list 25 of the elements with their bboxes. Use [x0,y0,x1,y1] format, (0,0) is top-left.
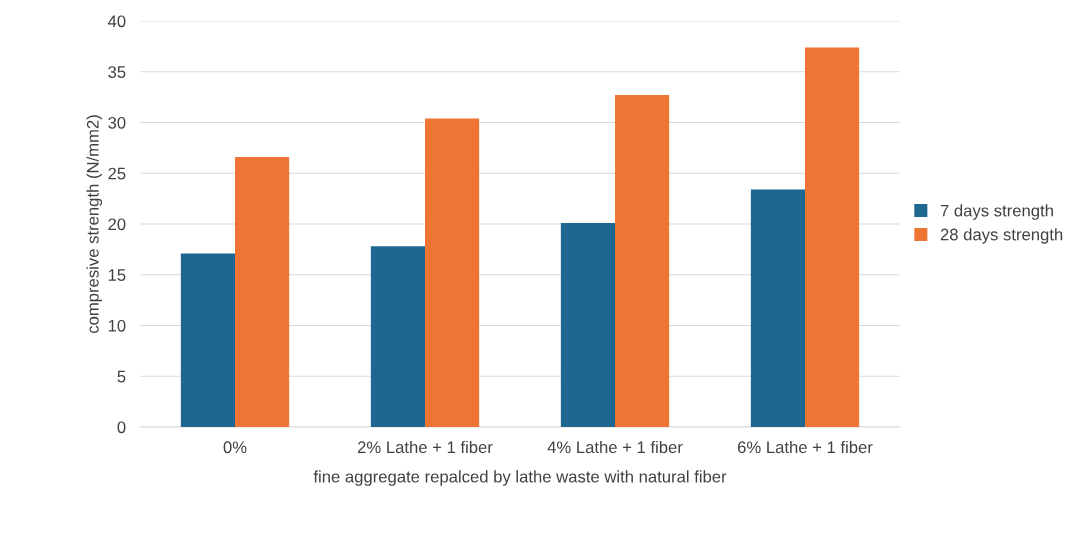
y-tick-label: 0 [117,421,126,434]
bar [370,246,425,427]
bar [235,157,290,427]
bar [805,47,860,427]
legend-label: 28 days strength [940,228,1063,244]
bar [750,189,805,427]
y-tick-label: 15 [108,269,126,281]
bar [425,118,480,427]
x-tick-label: 4% Lathe + 1 fiber [547,440,683,454]
bar [615,95,670,427]
x-axis-title: fine aggregate repalced by lathe waste with natural fiber [313,470,727,486]
x-tick-label: 6% Lathe + 1 fiber [737,440,873,454]
y-tick-label: 25 [108,167,126,180]
y-axis-title: compresive strength (N/mm2) [86,115,103,334]
y-tick-label: 35 [108,66,126,78]
y-tick-label: 5 [117,370,126,383]
y-tick-label: 20 [108,218,126,231]
legend-label: 7 days strength [940,204,1053,220]
bar [560,222,615,427]
bar [180,253,235,427]
y-tick-label: 40 [107,15,126,28]
x-tick-label: 2% Lathe + 1 fiber [357,440,493,454]
x-tick-label: 0% [223,441,247,454]
y-tick-label: 30 [108,116,126,129]
y-tick-label: 10 [108,319,126,332]
